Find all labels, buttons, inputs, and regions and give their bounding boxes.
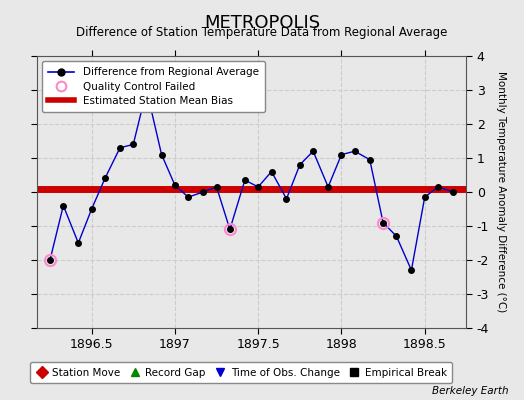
Y-axis label: Monthly Temperature Anomaly Difference (°C): Monthly Temperature Anomaly Difference (… xyxy=(496,71,506,313)
Text: Berkeley Earth: Berkeley Earth xyxy=(432,386,508,396)
Legend: Station Move, Record Gap, Time of Obs. Change, Empirical Break: Station Move, Record Gap, Time of Obs. C… xyxy=(30,362,452,383)
Text: Difference of Station Temperature Data from Regional Average: Difference of Station Temperature Data f… xyxy=(77,26,447,39)
Text: METROPOLIS: METROPOLIS xyxy=(204,14,320,32)
Legend: Difference from Regional Average, Quality Control Failed, Estimated Station Mean: Difference from Regional Average, Qualit… xyxy=(42,61,265,112)
